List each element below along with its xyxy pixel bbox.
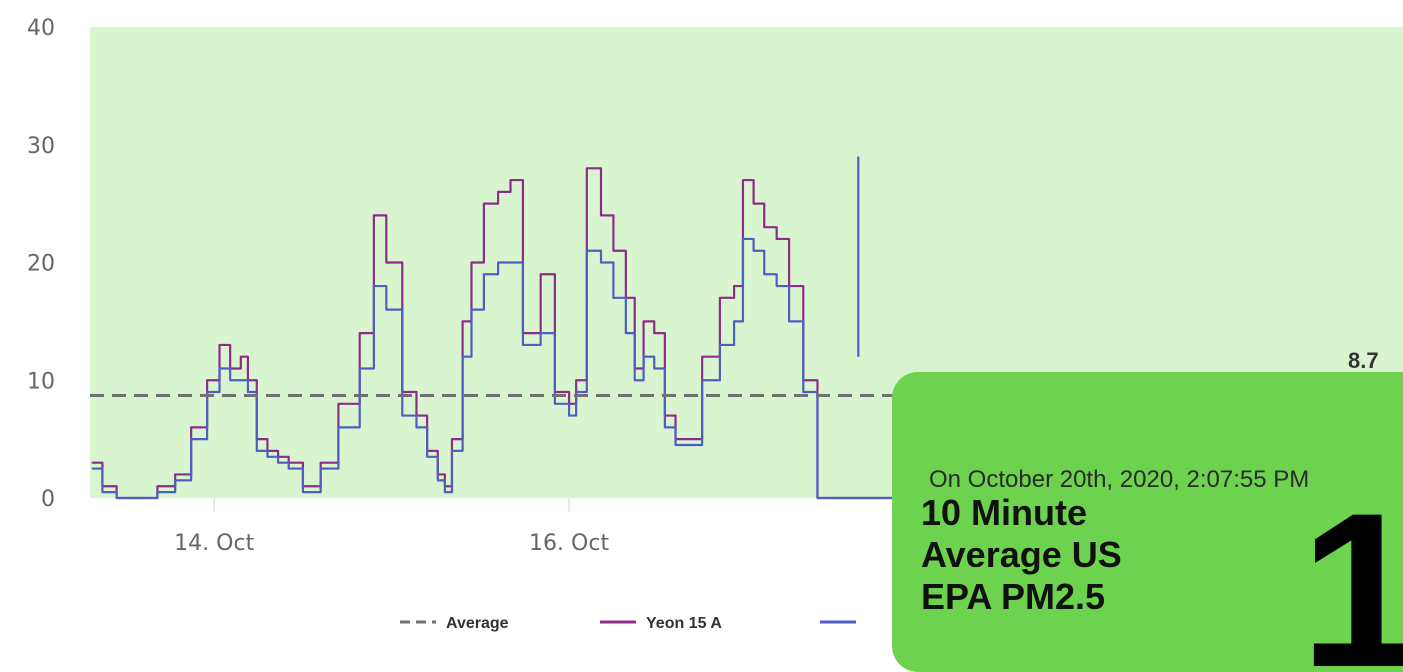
y-tick-label: 10	[27, 369, 55, 394]
x-tick-label: 14. Oct	[174, 531, 254, 556]
series-group	[91, 156, 1038, 500]
y-tick-label: 40	[27, 16, 55, 41]
y-axis-ticks: 40 30 20 10 0	[27, 16, 55, 512]
x-tick-label: 16. Oct	[529, 531, 609, 556]
series-line	[91, 237, 1038, 500]
y-tick-label: 0	[41, 487, 55, 512]
legend[interactable]: Average Yeon 15 A	[400, 615, 856, 632]
popup-date: On October 20th, 2020, 2:07:55 PM	[929, 466, 1310, 493]
legend-label: Average	[446, 615, 509, 632]
y-tick-label: 20	[27, 252, 55, 277]
x-axis-ticks: 14. Oct 16. Oct	[174, 498, 609, 556]
popup-aqi-value: 1	[1300, 467, 1403, 672]
pm25-line-chart: 40 30 20 10 0 14. Oct 16. Oct Average Yeon 15 …	[27, 16, 1403, 632]
legend-label: Yeon 15 A	[646, 615, 722, 632]
average-value-label: 8.7	[1348, 348, 1379, 373]
popup-metric-label: 10 Minute Average US EPA PM2.5	[921, 492, 1122, 617]
y-tick-label: 30	[27, 134, 55, 159]
sensor-popup[interactable]: On October 20th, 2020, 2:07:55 PM 10 Min…	[892, 372, 1403, 672]
